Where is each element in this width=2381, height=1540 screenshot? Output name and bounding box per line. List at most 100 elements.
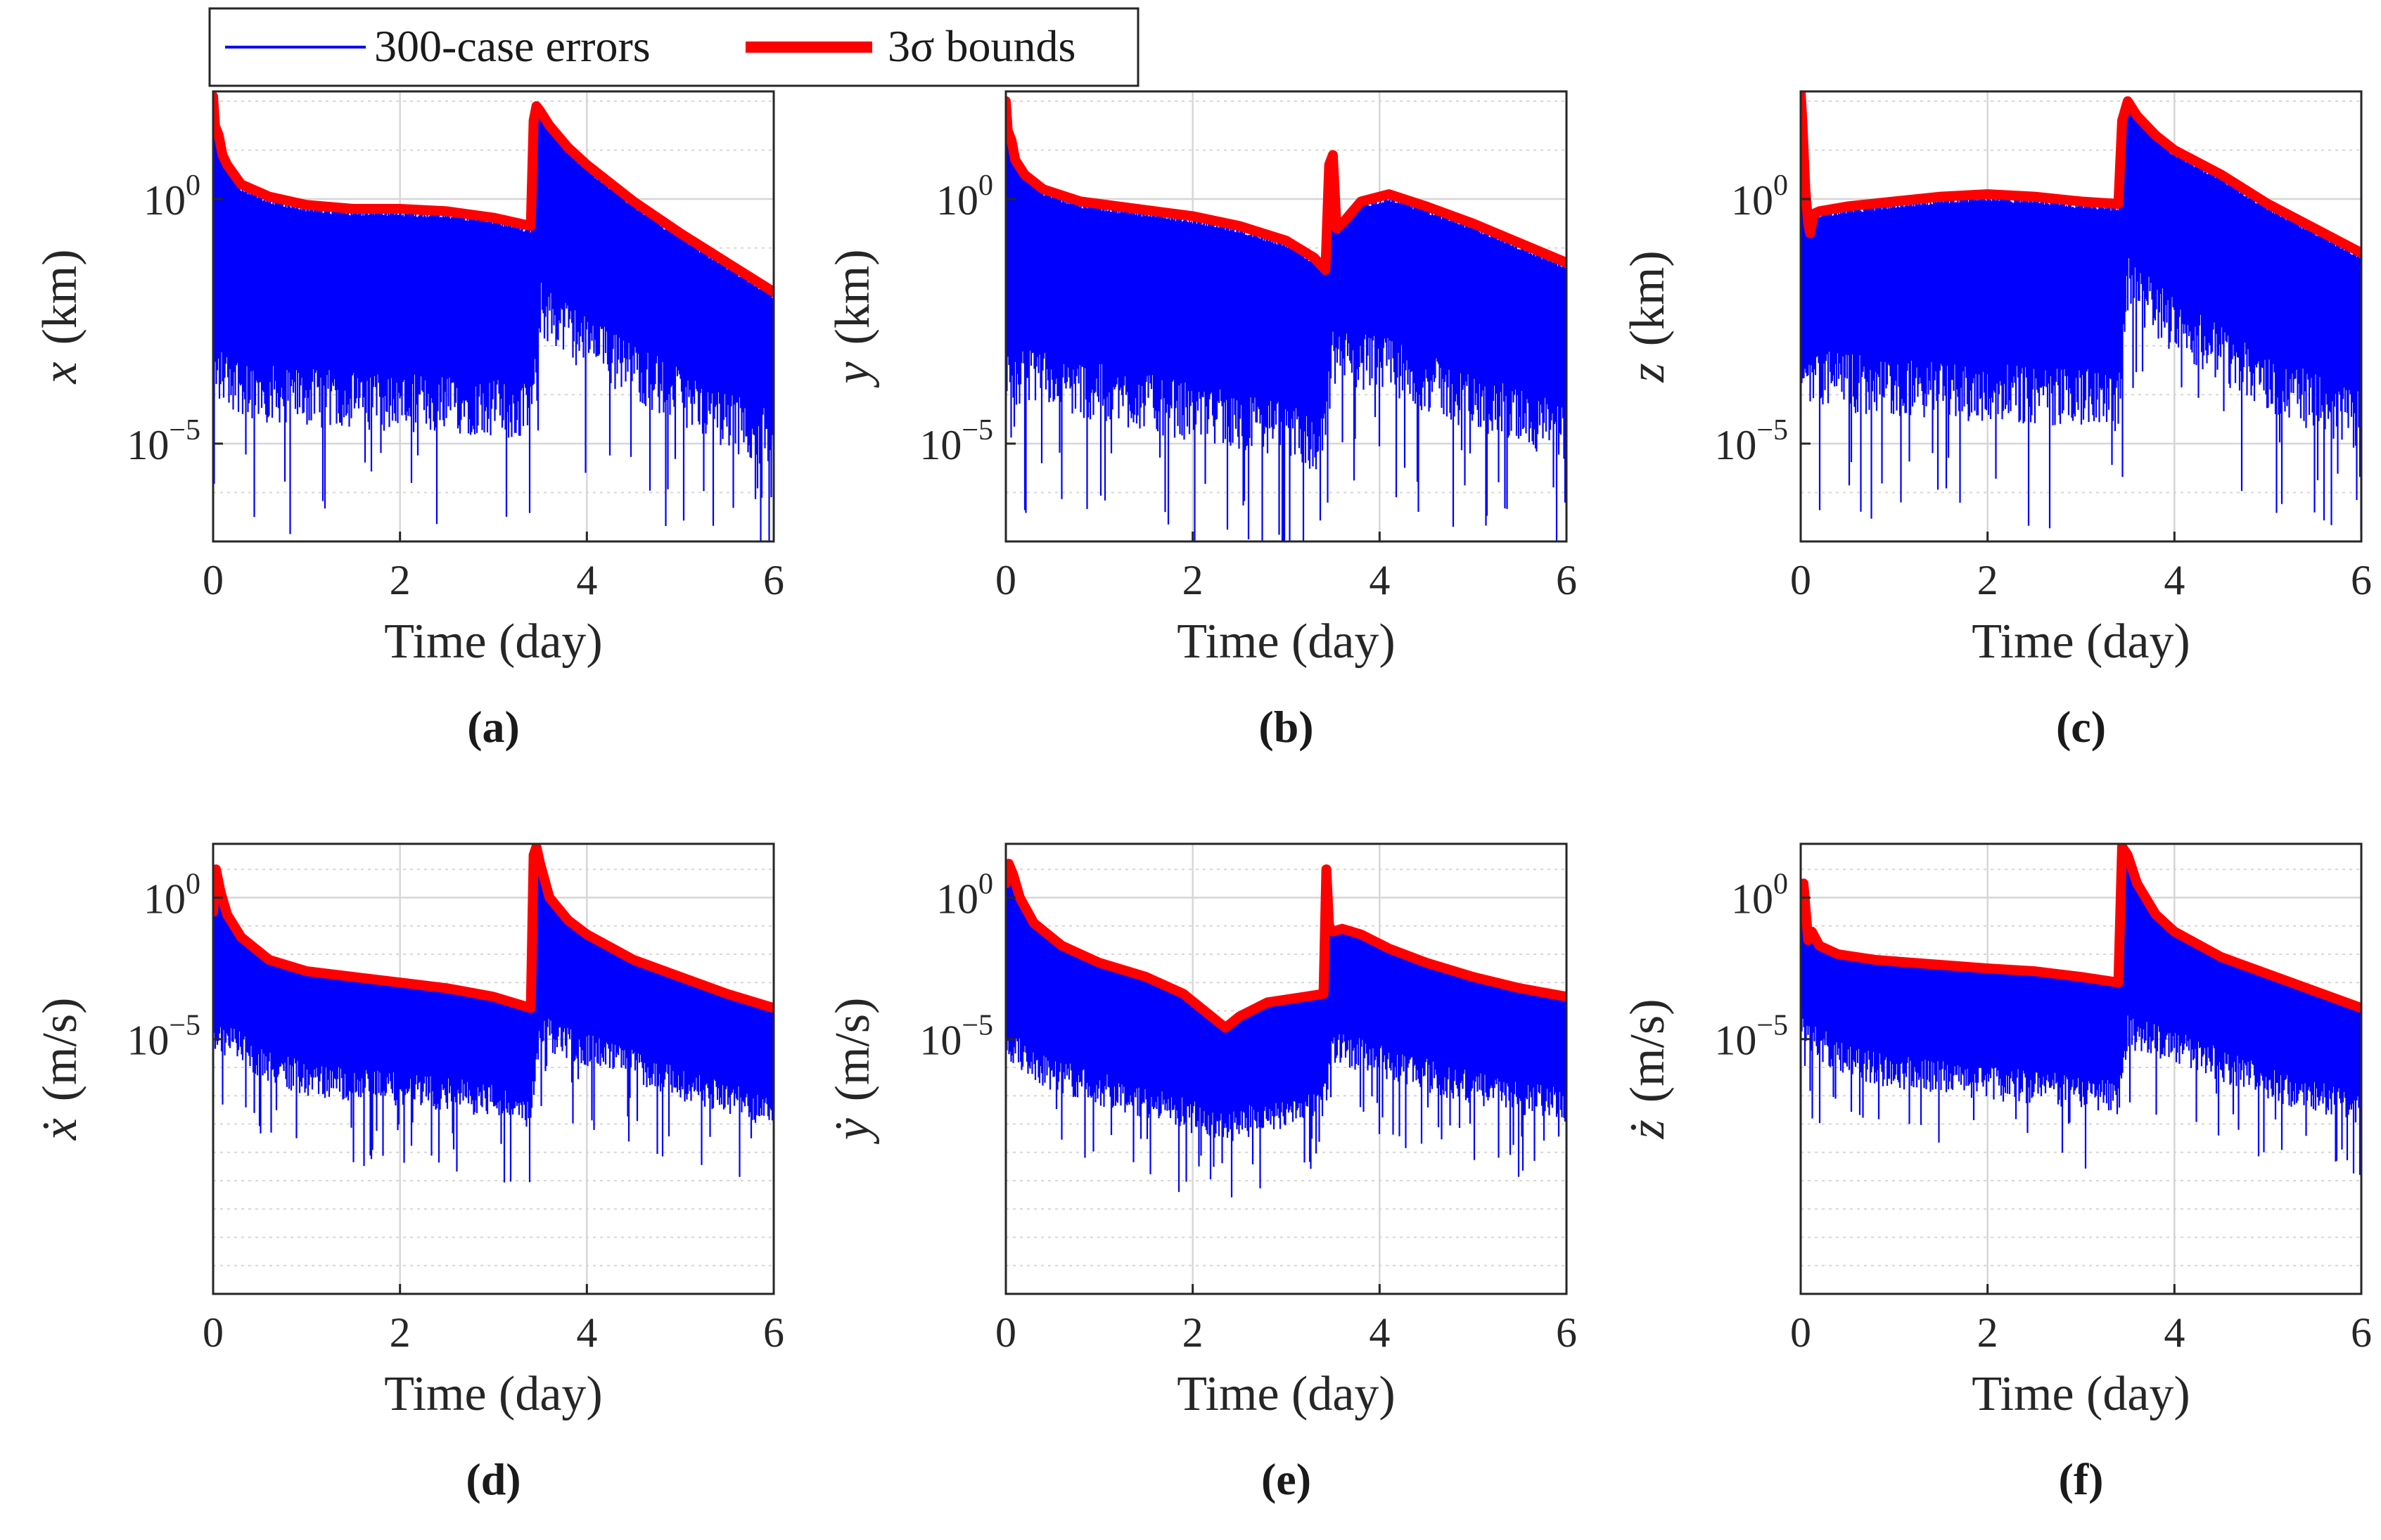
- axes-box: [212, 90, 775, 543]
- y-axis-label: ẏ (m/s): [826, 998, 880, 1145]
- x-tick-label: 0: [203, 1309, 224, 1356]
- y-axis-variable: z: [1621, 363, 1675, 383]
- y-axis-variable: ż: [1621, 1119, 1675, 1139]
- error-series: [1006, 865, 1566, 1198]
- x-tick-label: 2: [1977, 557, 1998, 603]
- y-axis-label: ẋ (m/s): [33, 998, 87, 1141]
- y-tick-exponent: 0: [1773, 169, 1788, 202]
- error-series: [1006, 101, 1566, 541]
- axes-box: [1799, 842, 2363, 1295]
- y-tick-label: 100: [1731, 169, 1788, 224]
- x-axis-label: Time (day): [1972, 1367, 2190, 1421]
- y-axis-variable: ẏ: [826, 1117, 880, 1144]
- panel-label: (c): [2056, 702, 2106, 752]
- x-axis-label: Time (day): [384, 1367, 602, 1421]
- legend: 300-case errors 3σ bounds: [208, 7, 1140, 87]
- x-tick-label: 0: [995, 557, 1016, 603]
- x-tick-label: 6: [763, 557, 784, 603]
- y-tick-exponent: 0: [978, 868, 993, 900]
- x-tick-label: 0: [203, 557, 224, 603]
- y-tick-base: 10: [127, 1018, 169, 1064]
- legend-errors-label: 300-case errors: [374, 21, 651, 71]
- y-tick-label: 10−5: [127, 414, 200, 468]
- x-tick-label: 4: [2164, 557, 2185, 603]
- y-tick-label: 10−5: [919, 414, 993, 468]
- y-tick-label: 10−5: [127, 1010, 200, 1064]
- x-tick-label: 6: [763, 1309, 784, 1356]
- y-tick-base: 10: [936, 875, 978, 922]
- plot-area: [213, 844, 774, 1183]
- y-tick-exponent: −5: [1756, 1010, 1788, 1042]
- plot-area: [1801, 91, 2361, 531]
- x-tick-label: 0: [1790, 557, 1811, 603]
- axes-box: [1004, 90, 1568, 543]
- y-tick-label: 100: [143, 868, 200, 922]
- plot-area: [213, 91, 774, 541]
- bound-series: [1006, 859, 1566, 1033]
- y-tick-base: 10: [1714, 1018, 1756, 1064]
- panel-label: (f): [2059, 1454, 2104, 1504]
- x-tick-label: 6: [1556, 557, 1577, 603]
- y-axis-unit: (m/s): [1621, 999, 1675, 1103]
- plot-area: [1006, 859, 1566, 1198]
- y-axis-unit: (m/s): [826, 998, 880, 1102]
- y-tick-exponent: 0: [1773, 868, 1788, 900]
- axes-box: [1004, 842, 1568, 1295]
- y-tick-base: 10: [1714, 422, 1756, 468]
- bound-series: [1006, 96, 1566, 275]
- y-tick-label: 100: [936, 868, 993, 922]
- y-tick-label: 10−5: [1714, 414, 1788, 468]
- x-axis-label: Time (day): [1972, 615, 2190, 669]
- y-tick-label: 10−5: [1714, 1010, 1788, 1064]
- plot-area: [1006, 96, 1566, 541]
- x-tick-label: 4: [1369, 557, 1390, 603]
- error-series: [1801, 848, 2361, 1175]
- x-tick-label: 0: [1790, 1309, 1811, 1356]
- y-axis-variable: y: [826, 361, 880, 388]
- x-tick-label: 4: [2164, 1309, 2185, 1356]
- bound-series: [1801, 844, 2361, 1013]
- bound-series: [213, 91, 774, 297]
- x-tick-label: 2: [390, 557, 411, 603]
- y-tick-label: 100: [1731, 868, 1788, 922]
- bound-series: [1801, 91, 2361, 258]
- y-tick-base: 10: [143, 875, 186, 922]
- y-axis-label: ż (m/s): [1621, 999, 1675, 1139]
- y-tick-exponent: 0: [186, 169, 200, 202]
- axes-box: [1799, 90, 2363, 543]
- y-tick-base: 10: [143, 177, 186, 224]
- error-series: [213, 850, 774, 1183]
- y-tick-base: 10: [127, 422, 169, 468]
- y-axis-unit: (km): [826, 249, 880, 345]
- panel-label: (d): [466, 1454, 521, 1504]
- y-axis-unit: (km): [33, 249, 87, 345]
- x-tick-label: 6: [1556, 1309, 1577, 1356]
- y-tick-base: 10: [919, 1018, 962, 1064]
- y-axis-variable: x: [33, 362, 87, 385]
- y-tick-exponent: −5: [962, 414, 993, 447]
- plot-area: [1801, 844, 2361, 1175]
- y-axis-label: y (km): [826, 249, 880, 387]
- y-axis-label: z (km): [1621, 250, 1675, 383]
- bound-series: [213, 844, 774, 1013]
- y-tick-base: 10: [1731, 177, 1773, 224]
- error-series: [1801, 95, 2361, 531]
- x-tick-label: 2: [390, 1309, 411, 1356]
- y-tick-exponent: 0: [978, 169, 993, 202]
- y-tick-exponent: −5: [169, 1010, 200, 1042]
- x-tick-label: 4: [1369, 1309, 1390, 1356]
- y-tick-label: 100: [936, 169, 993, 224]
- y-tick-exponent: −5: [962, 1010, 993, 1042]
- x-tick-label: 2: [1182, 1309, 1204, 1356]
- x-tick-label: 2: [1182, 557, 1204, 603]
- x-axis-label: Time (day): [384, 615, 602, 669]
- y-tick-label: 10−5: [919, 1010, 993, 1064]
- x-tick-label: 6: [2351, 557, 2372, 603]
- y-tick-exponent: 0: [186, 868, 200, 900]
- x-tick-label: 6: [2351, 1309, 2372, 1356]
- axes-box: [212, 842, 775, 1295]
